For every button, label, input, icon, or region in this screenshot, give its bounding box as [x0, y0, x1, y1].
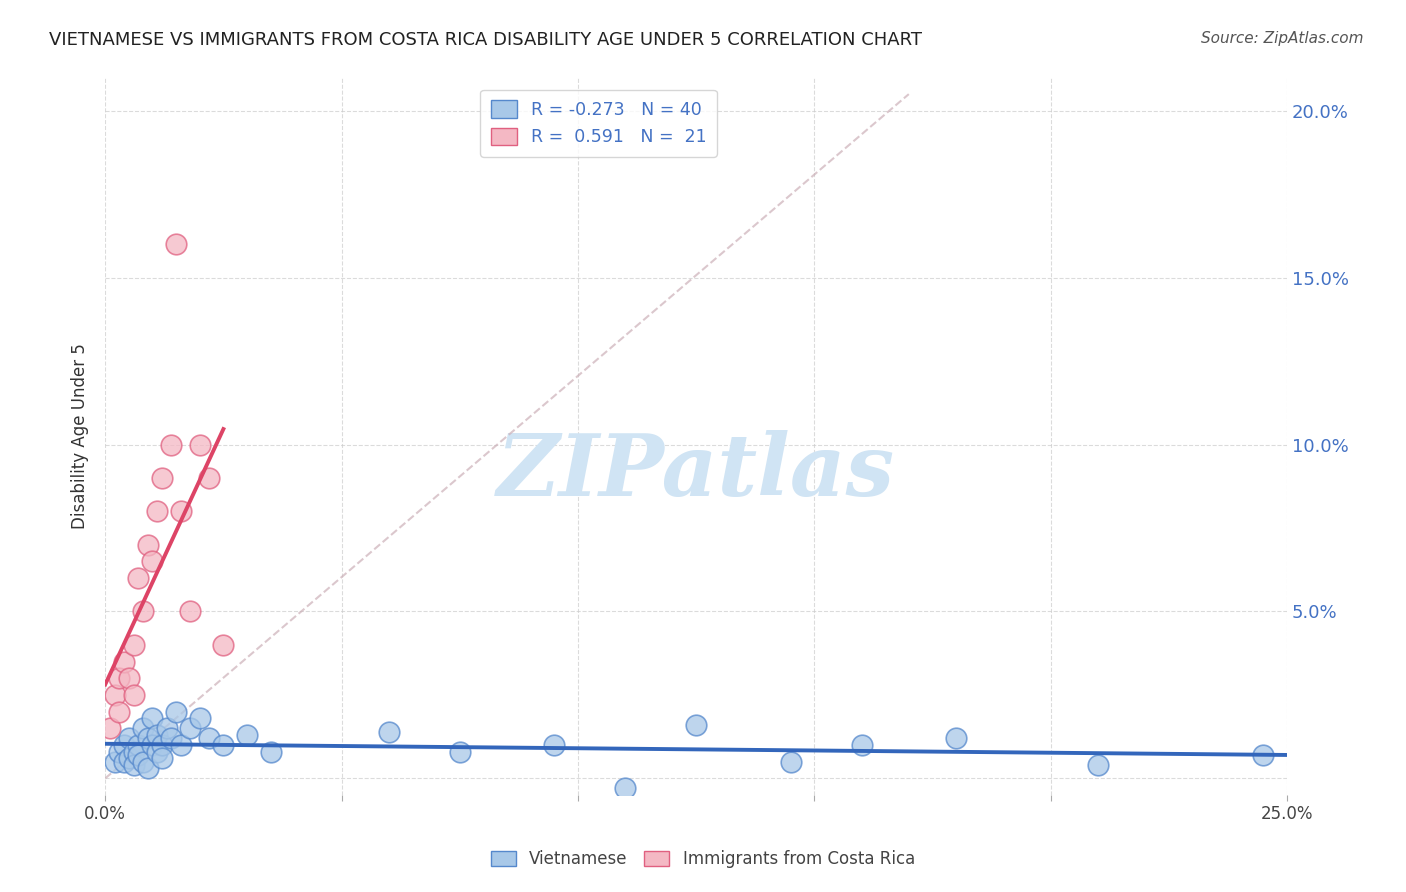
Point: [188, 437, 211, 451]
Point: [945, 731, 967, 746]
Point: [146, 728, 169, 742]
Point: [112, 655, 135, 669]
Point: [779, 755, 801, 769]
Point: [108, 705, 131, 719]
Point: [1087, 758, 1109, 772]
Text: VIETNAMESE VS IMMIGRANTS FROM COSTA RICA DISABILITY AGE UNDER 5 CORRELATION CHAR: VIETNAMESE VS IMMIGRANTS FROM COSTA RICA…: [49, 31, 922, 49]
Point: [141, 554, 163, 568]
Point: [127, 738, 149, 752]
Point: [188, 711, 211, 725]
Point: [118, 751, 141, 765]
Point: [98, 721, 121, 735]
Point: [543, 738, 565, 752]
Text: ZIPatlas: ZIPatlas: [498, 430, 896, 514]
Point: [851, 738, 873, 752]
Legend: R = -0.273   N = 40, R =  0.591   N =  21: R = -0.273 N = 40, R = 0.591 N = 21: [481, 90, 717, 157]
Point: [150, 471, 173, 485]
Point: [170, 504, 193, 518]
Point: [118, 731, 141, 746]
Point: [378, 724, 401, 739]
Point: [141, 738, 163, 752]
Text: Source: ZipAtlas.com: Source: ZipAtlas.com: [1201, 31, 1364, 46]
Point: [118, 671, 141, 685]
Point: [179, 605, 201, 619]
Legend: Vietnamese, Immigrants from Costa Rica: Vietnamese, Immigrants from Costa Rica: [484, 844, 922, 875]
Point: [198, 731, 221, 746]
Point: [179, 721, 201, 735]
Point: [170, 738, 193, 752]
Point: [127, 571, 149, 585]
Point: [132, 605, 155, 619]
Point: [127, 747, 149, 762]
Point: [160, 731, 183, 746]
Point: [108, 745, 131, 759]
Point: [141, 711, 163, 725]
Point: [122, 758, 145, 772]
Point: [260, 745, 283, 759]
Point: [160, 437, 183, 451]
Point: [165, 237, 187, 252]
Point: [104, 755, 127, 769]
Point: [165, 705, 187, 719]
Point: [136, 761, 159, 775]
Point: [146, 504, 169, 518]
Y-axis label: Disability Age Under 5: Disability Age Under 5: [72, 343, 89, 529]
Point: [156, 721, 179, 735]
Point: [236, 728, 259, 742]
Point: [122, 688, 145, 702]
Point: [198, 471, 221, 485]
Point: [132, 755, 155, 769]
Point: [136, 731, 159, 746]
Point: [132, 721, 155, 735]
Point: [122, 638, 145, 652]
Point: [150, 738, 173, 752]
Point: [212, 638, 235, 652]
Point: [136, 538, 159, 552]
Point: [104, 688, 127, 702]
Point: [122, 745, 145, 759]
Point: [614, 781, 637, 796]
Point: [1253, 747, 1275, 762]
Point: [112, 755, 135, 769]
Point: [685, 718, 707, 732]
Point: [449, 745, 471, 759]
Point: [150, 751, 173, 765]
Point: [112, 738, 135, 752]
Point: [212, 738, 235, 752]
Point: [108, 671, 131, 685]
Point: [146, 745, 169, 759]
